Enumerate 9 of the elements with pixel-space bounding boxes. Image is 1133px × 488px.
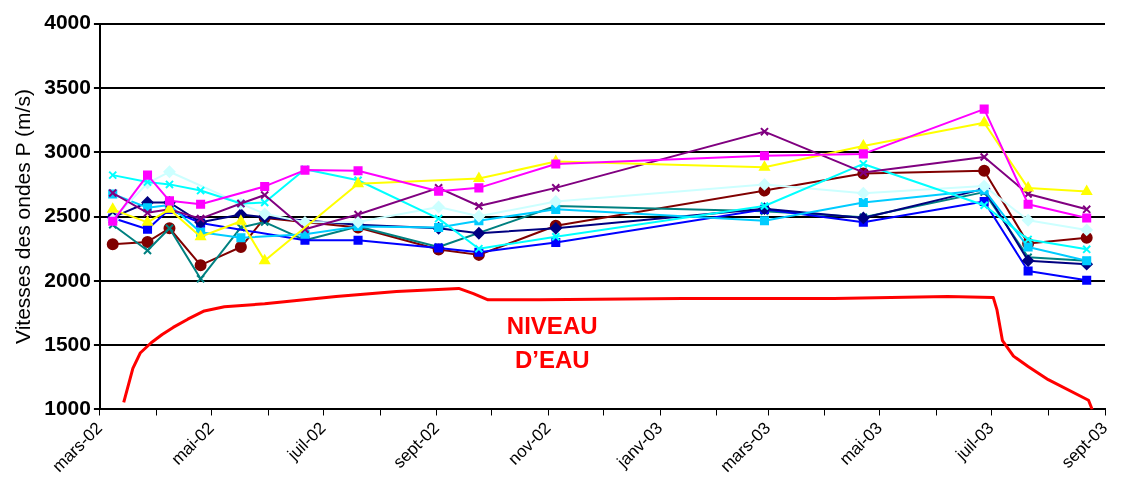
y-tick-label: 3500 [44,74,91,98]
y-tick-label: 2500 [44,203,91,227]
y-tick-label: 3000 [44,139,91,163]
y-tick-label: 1000 [44,396,91,420]
y-axis-title: Vitesses des ondes P (m/s) [11,89,35,344]
y-tick-label: 2000 [44,267,91,291]
annotation: NIVEAU D’EAU [506,311,598,373]
y-tick-label: 1500 [44,331,91,355]
y-tick-label: 4000 [44,10,91,34]
